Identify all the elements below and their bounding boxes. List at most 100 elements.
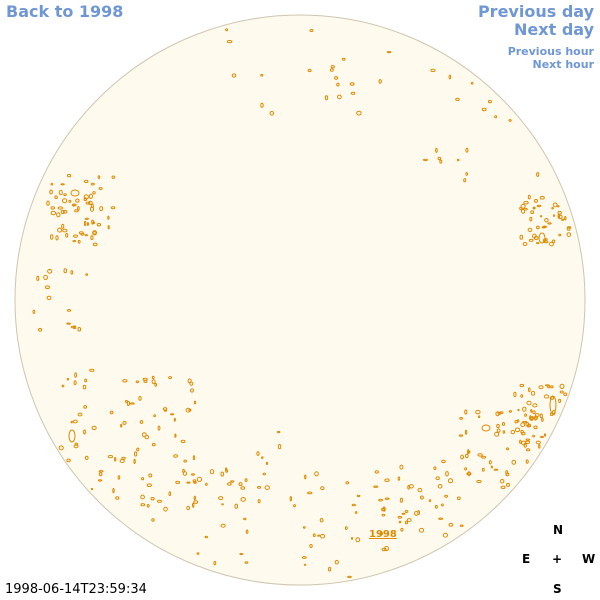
contour-mark xyxy=(477,415,481,419)
contour-mark xyxy=(533,415,538,421)
contour-mark xyxy=(441,459,446,464)
contour-mark xyxy=(151,379,156,385)
contour-mark xyxy=(532,410,536,415)
contour-mark xyxy=(75,198,80,203)
previous-hour-link[interactable]: Previous hour xyxy=(507,45,594,58)
contour-mark xyxy=(193,400,197,405)
contour-mark xyxy=(520,203,526,209)
contour-mark xyxy=(540,435,544,439)
contour-mark xyxy=(328,566,332,572)
contour-mark xyxy=(552,202,558,208)
contour-mark xyxy=(153,414,156,418)
contour-mark xyxy=(50,182,54,186)
contour-mark xyxy=(381,507,386,512)
next-day-link[interactable]: Next day xyxy=(514,20,594,39)
contour-mark xyxy=(508,119,512,122)
contour-mark xyxy=(88,200,93,206)
contour-mark xyxy=(435,147,438,153)
contour-mark xyxy=(180,439,186,444)
contour-mark xyxy=(399,464,404,470)
contour-mark xyxy=(62,228,68,233)
contour-mark xyxy=(277,430,281,434)
contour-mark xyxy=(513,391,517,398)
contour-mark xyxy=(98,470,104,473)
back-to-year-link[interactable]: Back to 1998 xyxy=(6,2,124,21)
contour-mark xyxy=(536,225,540,230)
contour-mark xyxy=(141,432,147,438)
contour-mark xyxy=(57,206,63,210)
contour-mark xyxy=(261,456,264,460)
contour-mark xyxy=(182,471,188,476)
contour-mark xyxy=(97,479,103,482)
contour-mark xyxy=(356,110,362,116)
contour-mark xyxy=(293,504,296,508)
contour-mark xyxy=(61,223,65,229)
contour-mark xyxy=(527,194,531,200)
contour-mark xyxy=(459,524,464,527)
contour-mark xyxy=(374,470,379,474)
contour-mark xyxy=(465,147,469,153)
contour-mark xyxy=(532,434,535,438)
contour-mark xyxy=(129,402,135,405)
contour-mark xyxy=(521,431,526,436)
contour-mark xyxy=(307,68,312,73)
contour-mark xyxy=(434,504,438,509)
contour-mark xyxy=(463,178,467,183)
contour-mark xyxy=(502,430,506,434)
contour-mark xyxy=(150,497,155,501)
contour-mark xyxy=(168,376,173,380)
contour-mark xyxy=(72,325,77,330)
contour-mark xyxy=(341,57,346,61)
contour-mark xyxy=(530,390,536,396)
contour-mark xyxy=(414,510,419,516)
contour-mark xyxy=(406,518,412,523)
contour-mark xyxy=(398,520,402,524)
contour-mark xyxy=(490,465,493,469)
next-hour-link[interactable]: Next hour xyxy=(532,58,595,71)
contour-mark xyxy=(532,206,536,210)
contour-mark xyxy=(547,385,551,389)
contour-mark xyxy=(112,488,115,494)
contour-mark xyxy=(46,200,50,206)
contour-mark xyxy=(552,214,556,217)
contour-mark xyxy=(455,97,460,102)
contour-mark xyxy=(32,309,36,314)
contour-mark xyxy=(92,242,98,247)
contour-mark xyxy=(493,468,499,471)
contour-mark xyxy=(481,107,487,112)
contour-mark xyxy=(74,372,77,378)
contour-loop xyxy=(70,189,80,197)
contour-mark xyxy=(381,513,386,517)
contour-mark xyxy=(448,74,452,80)
contour-mark xyxy=(205,482,208,486)
contour-mark xyxy=(445,471,449,477)
contour-mark xyxy=(67,173,72,178)
contour-mark xyxy=(525,459,529,464)
contour-mark xyxy=(57,227,63,233)
contour-mark xyxy=(384,497,390,500)
contour-mark xyxy=(535,440,541,445)
contour-mark xyxy=(525,438,531,441)
contour-mark xyxy=(481,467,485,472)
contour-mark xyxy=(83,194,89,200)
contour-mark xyxy=(534,198,538,203)
contour-mark xyxy=(381,547,387,552)
contour-mark xyxy=(66,322,71,325)
contour-mark xyxy=(209,469,215,475)
contour-loop xyxy=(538,232,546,244)
contour-mark xyxy=(168,491,172,497)
contour-mark xyxy=(225,467,228,472)
contour-mark xyxy=(125,399,128,403)
contour-mark xyxy=(107,215,110,220)
contour-mark xyxy=(487,99,492,104)
previous-day-link[interactable]: Previous day xyxy=(477,2,594,21)
region-link[interactable]: 1998 xyxy=(369,529,397,540)
contour-mark xyxy=(407,484,410,490)
contour-mark xyxy=(173,454,179,458)
contour-mark xyxy=(84,179,89,184)
contour-mark xyxy=(225,28,229,32)
contour-mark xyxy=(397,515,403,519)
contour-mark xyxy=(70,270,74,275)
contour-mark xyxy=(544,218,549,223)
contour-mark xyxy=(73,234,78,238)
